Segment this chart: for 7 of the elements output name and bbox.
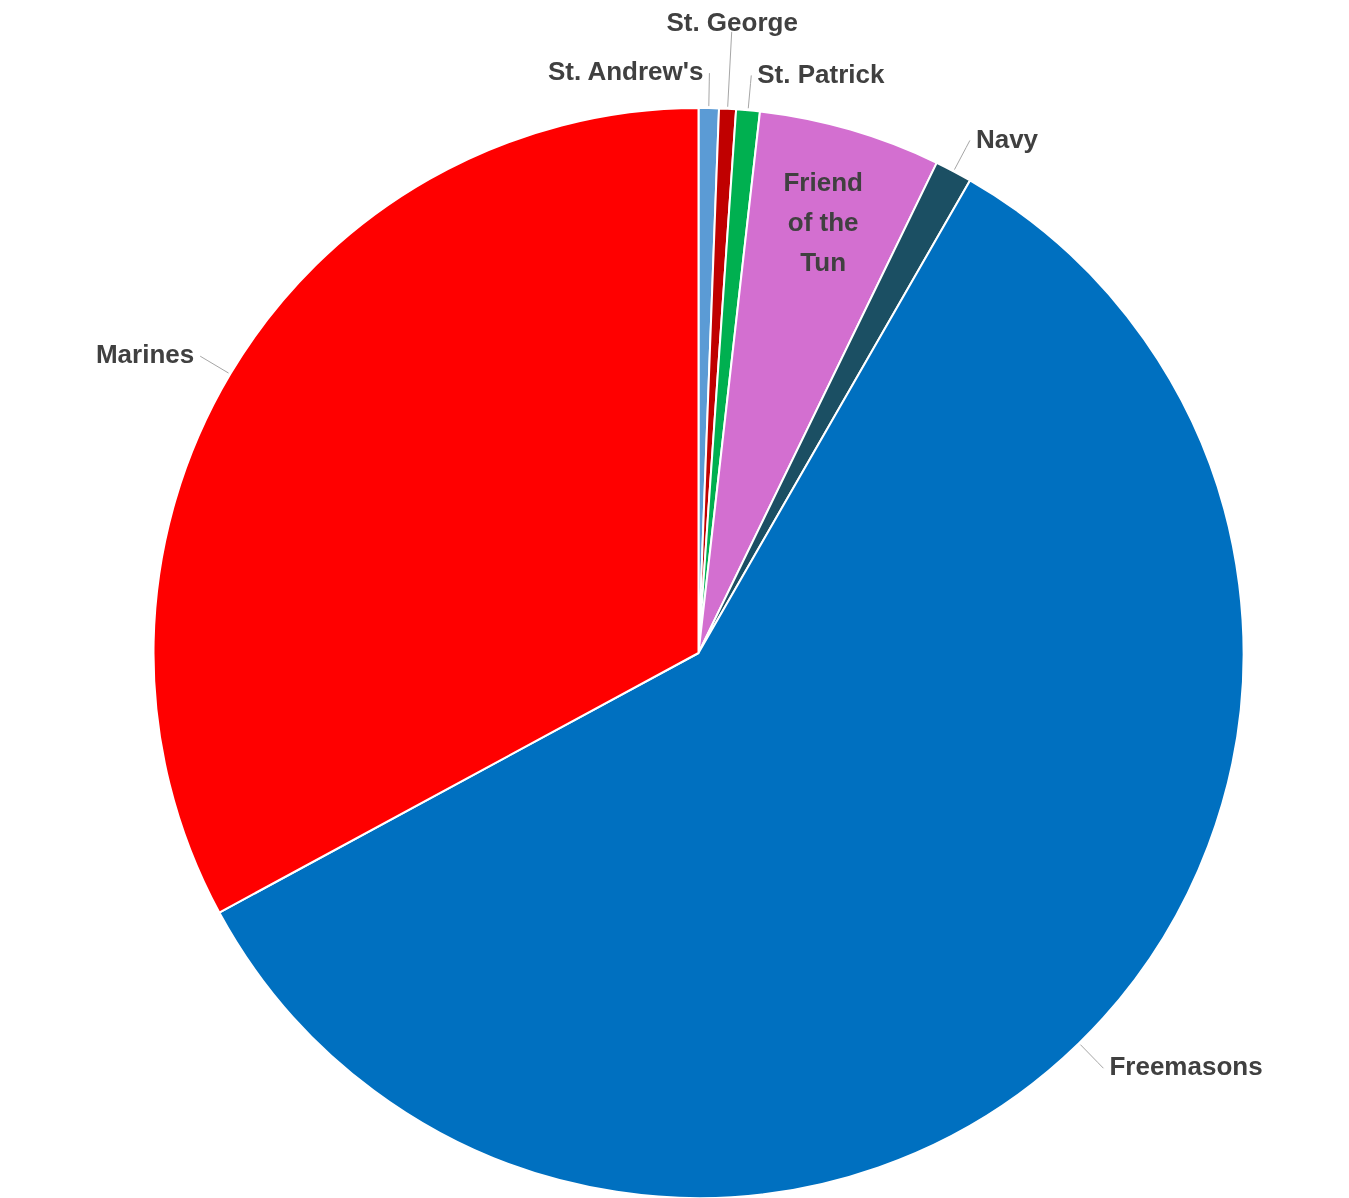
slice-label: Freemasons	[1109, 1051, 1263, 1082]
slice-label: St. Andrew's	[547, 56, 704, 87]
slice-label: St. George	[666, 7, 798, 38]
slice-label: St. Patrick	[757, 58, 885, 89]
slice-label: Navy	[975, 123, 1039, 154]
slice-label: Friend of the Tun	[783, 167, 863, 278]
slice-label: Marines	[95, 339, 195, 370]
